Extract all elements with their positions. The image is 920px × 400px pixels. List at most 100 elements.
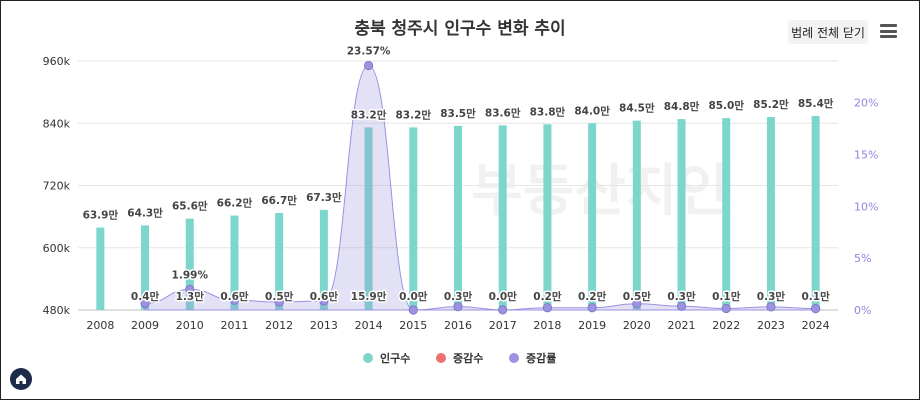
change-label: 0.2만 [578, 290, 607, 303]
rate-point[interactable] [140, 298, 150, 309]
home-icon[interactable] [10, 368, 32, 390]
rate-point[interactable] [721, 303, 731, 314]
rate-point[interactable] [498, 305, 508, 315]
x-tick-label: 2022 [712, 319, 740, 332]
population-label-halo: 83.2만 [351, 108, 387, 121]
population-label-halo: 84.8만 [664, 100, 700, 113]
change-label: 0.1만 [712, 290, 741, 303]
x-tick-label: 2014 [355, 319, 383, 332]
change-label: 0.0만 [399, 290, 428, 303]
population-bar[interactable] [498, 125, 507, 310]
x-tick-label: 2016 [444, 319, 472, 332]
population-bar[interactable] [96, 227, 105, 310]
legend-marker[interactable] [509, 353, 519, 363]
population-label-halo: 65.6만 [172, 200, 208, 213]
population-label-halo: 84.0만 [574, 104, 610, 117]
population-label: 66.2만 [217, 197, 253, 210]
legend-label[interactable]: 인구수 [380, 351, 410, 365]
population-bar[interactable] [722, 118, 731, 310]
change-label-halo: 0.3만 [667, 290, 696, 303]
change-label: 0.1만 [802, 290, 831, 303]
population-bar[interactable] [543, 124, 552, 310]
rate-point[interactable] [542, 303, 553, 313]
population-label: 65.6만 [172, 200, 208, 213]
change-label: 1.3만 [176, 290, 205, 303]
population-label: 83.2만 [396, 108, 432, 121]
population-bar[interactable] [364, 127, 373, 311]
change-label: 0.0만 [489, 290, 518, 303]
population-label-halo: 84.5만 [619, 102, 655, 115]
legend-toggle-button[interactable]: 범례 전체 닫기 [788, 20, 868, 44]
population-label: 84.8만 [664, 100, 700, 113]
population-bar[interactable] [811, 115, 820, 310]
population-bar[interactable] [588, 123, 597, 310]
population-label-halo: 66.2만 [217, 197, 253, 210]
change-label-halo: 0.4만 [131, 290, 160, 303]
rate-point[interactable] [766, 302, 776, 312]
population-label-halo: 85.2만 [753, 98, 789, 111]
population-label: 85.2만 [753, 98, 789, 111]
rate-label-halo: 1.99% [172, 269, 209, 281]
legend-label[interactable]: 증감률 [526, 351, 556, 365]
x-tick-label: 2017 [489, 319, 517, 332]
rate-point[interactable] [811, 304, 821, 314]
population-label-halo: 64.3만 [127, 206, 163, 219]
change-label-halo: 0.0만 [489, 290, 518, 303]
rate-area [144, 64, 817, 311]
population-bar[interactable] [230, 215, 239, 310]
rate-point[interactable] [274, 297, 284, 307]
population-bar[interactable] [185, 218, 194, 310]
x-tick-label: 2020 [623, 319, 651, 332]
population-label: 67.3만 [306, 191, 342, 204]
y-right-tick-label: 0% [854, 304, 871, 317]
y-right-tick-label: 10% [854, 200, 878, 213]
menu-icon[interactable] [880, 24, 897, 38]
rate-point[interactable] [632, 299, 642, 309]
population-label-halo: 83.5만 [440, 107, 476, 120]
population-label: 85.0만 [708, 99, 744, 112]
legend-label[interactable]: 증감수 [453, 351, 483, 365]
population-bar[interactable] [275, 212, 284, 310]
rate-point[interactable] [185, 284, 195, 294]
y-left-tick-label: 840k [43, 117, 71, 130]
legend-marker[interactable] [436, 353, 446, 363]
x-tick-label: 2018 [533, 319, 561, 332]
rate-point[interactable] [319, 296, 329, 306]
population-label: 83.8만 [530, 105, 566, 118]
rate-label: 1.99% [172, 269, 209, 281]
population-label-halo: 83.2만 [396, 108, 432, 121]
x-tick-label: 2009 [131, 319, 159, 332]
population-label-halo: 83.8만 [530, 105, 566, 118]
x-tick-label: 2023 [757, 319, 785, 332]
population-bar[interactable] [319, 209, 328, 310]
change-label: 15.9만 [351, 290, 387, 303]
change-label: 0.3만 [444, 290, 473, 303]
x-tick-label: 2010 [176, 319, 204, 332]
population-bar[interactable] [454, 125, 462, 310]
change-label-halo: 0.5만 [623, 290, 652, 303]
population-label-halo: 85.4만 [798, 97, 834, 110]
y-left-tick-label: 600k [43, 242, 71, 255]
population-bar[interactable] [409, 127, 418, 311]
population-bar[interactable] [141, 225, 150, 310]
rate-point[interactable] [453, 302, 463, 312]
rate-point[interactable] [229, 295, 240, 305]
change-label: 0.6만 [220, 290, 249, 303]
change-label: 0.6만 [310, 290, 339, 303]
population-bar[interactable] [632, 120, 641, 310]
change-label: 0.2만 [533, 290, 562, 303]
population-bar[interactable] [677, 119, 686, 310]
population-bar[interactable] [766, 117, 775, 311]
change-label: 0.5만 [265, 290, 294, 303]
rate-point[interactable] [676, 301, 687, 311]
rate-label-halo: 23.57% [347, 45, 391, 57]
change-label-halo: 0.1만 [802, 290, 831, 303]
rate-point[interactable] [363, 60, 374, 71]
population-label-halo: 63.9만 [83, 209, 119, 222]
change-label-halo: 0.5만 [265, 290, 294, 303]
chart-title: 충북 청주시 인구수 변화 추이 [354, 19, 566, 39]
rate-point[interactable] [408, 305, 418, 315]
change-label-halo: 1.3만 [176, 290, 205, 303]
rate-point[interactable] [587, 303, 597, 313]
legend-marker[interactable] [363, 353, 373, 363]
